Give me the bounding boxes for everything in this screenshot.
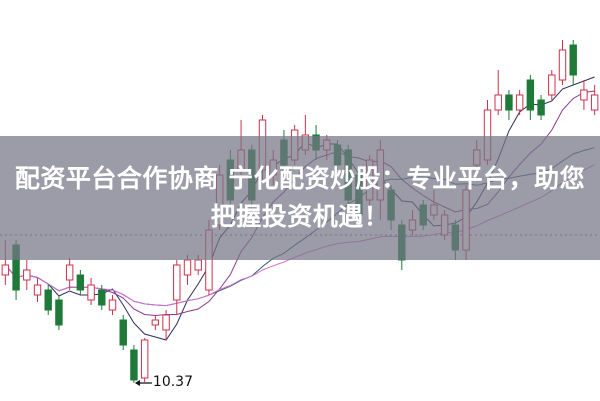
candle-body <box>1 264 10 276</box>
candle-body <box>526 79 535 111</box>
candle-body <box>173 264 181 301</box>
headline-overlay: 配资平台合作协商 宁化配资炒股：专业平台，助您 把握投资机遇！ <box>0 136 600 260</box>
low-price-label: 10.37 <box>152 374 194 390</box>
candle-body <box>33 284 42 296</box>
headline-line-1: 配资平台合作协商 宁化配资炒股：专业平台，助您 <box>14 164 586 193</box>
candle-body <box>140 339 149 379</box>
low-arrow-head <box>134 380 140 386</box>
candle-body <box>515 94 524 111</box>
candle-body <box>76 274 85 291</box>
candle-body <box>55 299 63 326</box>
candle-body <box>494 94 502 111</box>
candle-body <box>108 299 117 311</box>
headline-line-2: 把握投资机遇！ <box>210 202 390 231</box>
candle-body <box>194 259 202 271</box>
candle-body <box>580 89 588 101</box>
candle-body <box>87 284 95 301</box>
candle-body <box>151 319 160 326</box>
candle-body <box>23 269 31 281</box>
candle-body <box>44 289 52 311</box>
candle-body <box>162 314 170 331</box>
candle-body <box>548 74 556 96</box>
candle-body <box>537 99 545 116</box>
candle-body <box>98 289 106 306</box>
candle-body <box>590 94 599 111</box>
candle-body <box>558 49 567 81</box>
candle-body <box>505 94 513 111</box>
candle-body <box>119 319 127 346</box>
candle-body <box>569 44 577 76</box>
candle-body <box>183 259 192 276</box>
candle-body <box>65 264 74 281</box>
candle-body <box>130 349 138 381</box>
